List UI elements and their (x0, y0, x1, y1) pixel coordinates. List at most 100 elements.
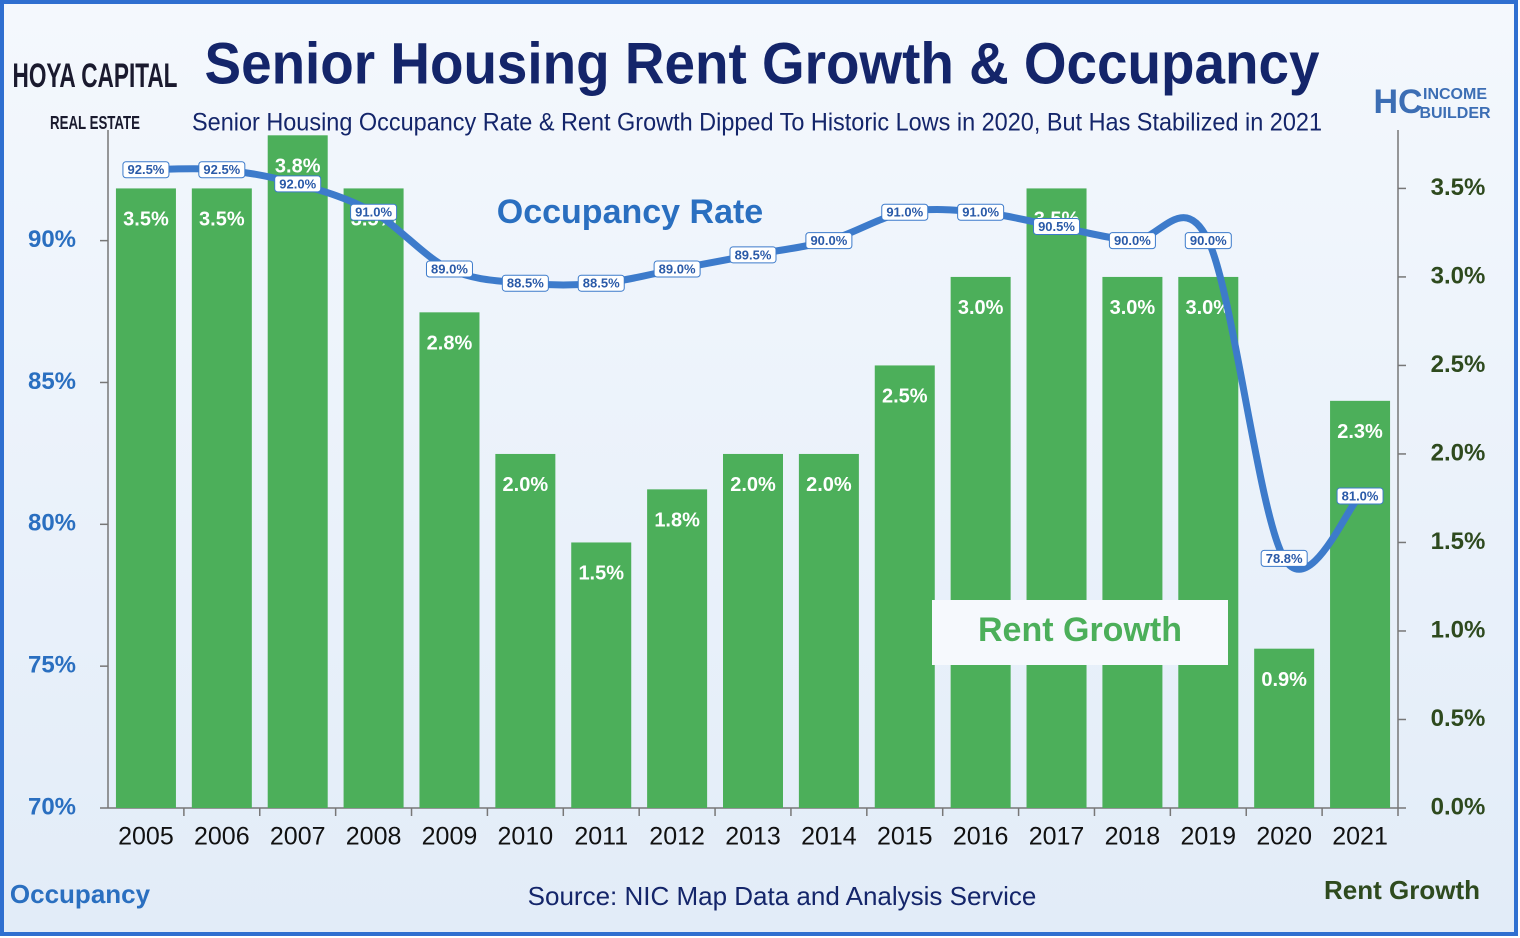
bar (647, 489, 708, 808)
logo-right: HC (1373, 83, 1422, 121)
bar-label: 3.8% (275, 156, 321, 178)
bar (267, 135, 328, 809)
bar (495, 453, 556, 808)
point-label-box (425, 260, 473, 278)
y2-tick-label: 1.0% (1431, 616, 1486, 643)
y-axis-label: Occupancy (10, 879, 151, 909)
logo-right-sub: BUILDER (1419, 105, 1491, 122)
bar-label: 2.0% (730, 474, 776, 496)
bar-label: 3.5% (199, 209, 245, 231)
bar (1102, 276, 1163, 808)
x-tick-label: 2006 (194, 823, 250, 851)
point-label: 90.0% (1114, 233, 1151, 248)
x-tick-label: 2021 (1332, 823, 1388, 851)
point-label-box (122, 161, 170, 179)
bar-label: 2.0% (503, 474, 549, 496)
y-tick-label: 80% (28, 510, 76, 537)
bar-label: 3.0% (1110, 297, 1156, 319)
bar-label: 3.0% (1185, 297, 1231, 319)
logo-left: HOYA CAPITAL (13, 57, 178, 95)
bar-label: 1.8% (654, 510, 700, 532)
x-tick-label: 2009 (422, 823, 478, 851)
bar-label: 2.5% (882, 386, 928, 408)
point-label: 92.5% (203, 162, 240, 177)
chart-subtitle: Senior Housing Occupancy Rate & Rent Gro… (192, 109, 1322, 137)
annotation: Occupancy Rate (497, 193, 763, 231)
bar (950, 276, 1011, 808)
annotation-box (932, 600, 1228, 665)
point-label-box (198, 161, 246, 179)
y-tick-label: 90% (28, 226, 76, 253)
point-label: 88.5% (583, 276, 620, 291)
x-tick-label: 2007 (270, 823, 326, 851)
bar (798, 453, 859, 808)
bar-label: 2.8% (427, 333, 473, 355)
y-tick-label: 85% (28, 368, 76, 395)
point-label: 92.5% (128, 162, 165, 177)
bar-label: 1.5% (578, 563, 624, 585)
point-label: 91.0% (962, 205, 999, 220)
y2-tick-label: 3.5% (1431, 174, 1486, 201)
point-label-box (805, 232, 853, 250)
x-tick-label: 2012 (649, 823, 705, 851)
bar-label: 2.3% (1337, 421, 1383, 443)
point-label: 89.5% (735, 247, 772, 262)
bar (419, 312, 480, 808)
point-label-box (729, 246, 777, 264)
y-tick-label: 70% (28, 793, 76, 820)
y2-tick-label: 2.0% (1431, 439, 1486, 466)
point-label: 90.0% (1190, 233, 1227, 248)
bar-label: 3.5% (123, 209, 169, 231)
point-label-box (881, 203, 929, 221)
bar (191, 188, 252, 809)
x-tick-label: 2005 (118, 823, 174, 851)
point-label-box (1108, 232, 1156, 250)
point-label: 91.0% (886, 205, 923, 220)
bar (1330, 400, 1391, 808)
x-tick-label: 2016 (953, 823, 1009, 851)
bar (115, 188, 176, 809)
point-label-box (1033, 217, 1081, 235)
point-label-box (1260, 549, 1308, 567)
logo-right-sub: INCOME (1423, 86, 1487, 103)
point-label-box (501, 274, 549, 292)
point-label-box (1336, 487, 1384, 505)
x-tick-label: 2017 (1029, 823, 1085, 851)
bar (1254, 648, 1315, 808)
bar (343, 188, 404, 809)
point-label: 89.0% (431, 261, 468, 276)
source: Source: NIC Map Data and Analysis Servic… (528, 881, 1037, 911)
bar (1178, 276, 1239, 808)
bar-label: 3.0% (958, 297, 1004, 319)
x-tick-label: 2010 (498, 823, 554, 851)
point-label: 90.0% (810, 233, 847, 248)
y2-tick-label: 0.5% (1431, 705, 1486, 732)
bar-label: 0.9% (1261, 669, 1307, 691)
x-tick-label: 2014 (801, 823, 857, 851)
annotation: Rent Growth (978, 611, 1182, 649)
point-label-box (350, 203, 398, 221)
point-label: 81.0% (1342, 488, 1379, 503)
x-tick-label: 2008 (346, 823, 402, 851)
bar (874, 365, 935, 808)
bar (1026, 188, 1087, 809)
x-tick-label: 2013 (725, 823, 781, 851)
y2-tick-label: 2.5% (1431, 351, 1486, 378)
y2-tick-label: 3.0% (1431, 262, 1486, 289)
x-tick-label: 2019 (1180, 823, 1236, 851)
x-tick-label: 2018 (1105, 823, 1161, 851)
point-label-box (653, 260, 701, 278)
bar-label: 2.0% (806, 474, 852, 496)
point-label: 90.5% (1038, 219, 1075, 234)
point-label-box (577, 274, 625, 292)
point-label: 88.5% (507, 276, 544, 291)
y2-axis-label: Rent Growth (1324, 875, 1480, 905)
bar (571, 542, 632, 808)
bar (723, 453, 783, 808)
point-label: 91.0% (355, 205, 392, 220)
point-label: 89.0% (659, 261, 696, 276)
point-label-box (957, 203, 1005, 221)
point-label-box (274, 175, 322, 193)
y2-tick-label: 0.0% (1431, 793, 1486, 820)
